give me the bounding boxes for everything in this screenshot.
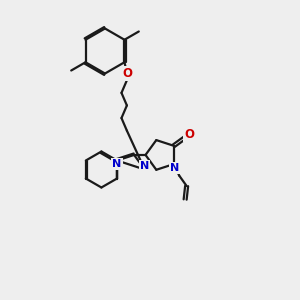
Text: O: O: [184, 128, 194, 141]
Text: N: N: [112, 159, 122, 169]
Text: N: N: [170, 163, 179, 173]
Text: N: N: [140, 161, 149, 171]
Text: O: O: [122, 67, 132, 80]
